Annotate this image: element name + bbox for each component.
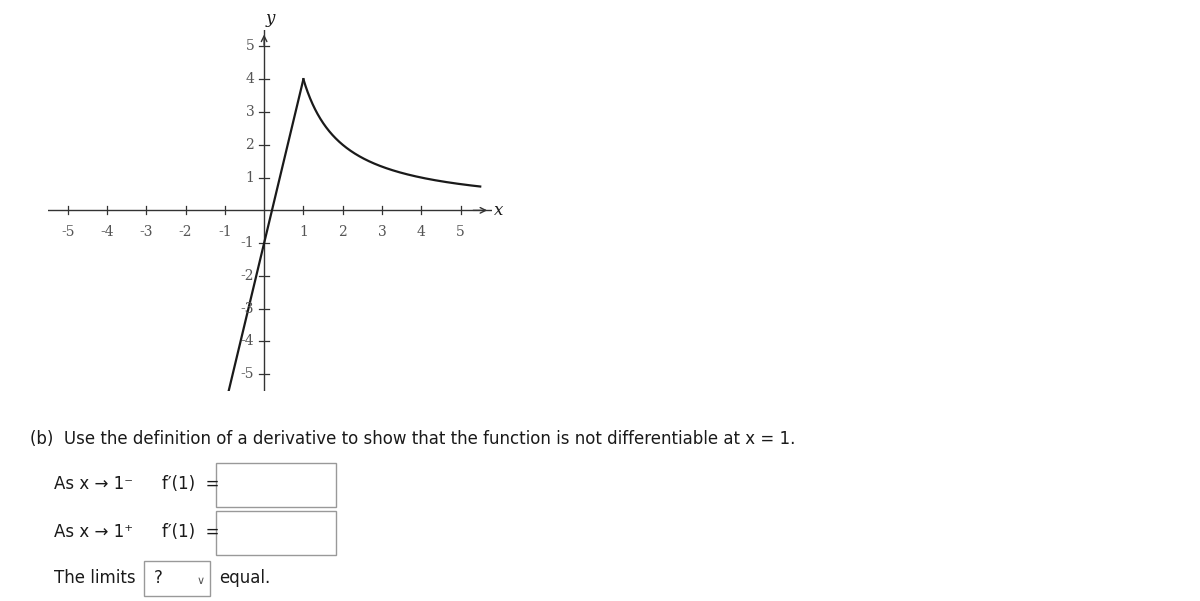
Text: -1: -1 bbox=[241, 236, 254, 250]
Text: ?: ? bbox=[154, 569, 162, 587]
Text: f′(1)  =: f′(1) = bbox=[162, 523, 220, 541]
Text: 2: 2 bbox=[246, 138, 254, 152]
Text: 4: 4 bbox=[416, 225, 426, 239]
Text: 5: 5 bbox=[456, 225, 464, 239]
Text: 1: 1 bbox=[299, 225, 308, 239]
Text: As x → 1⁻: As x → 1⁻ bbox=[54, 475, 133, 493]
Text: -5: -5 bbox=[241, 367, 254, 381]
Text: 5: 5 bbox=[246, 40, 254, 53]
Text: equal.: equal. bbox=[220, 569, 271, 587]
Text: As x → 1⁺: As x → 1⁺ bbox=[54, 523, 133, 541]
Text: -4: -4 bbox=[241, 335, 254, 349]
Text: x: x bbox=[494, 202, 503, 219]
Text: ∨: ∨ bbox=[197, 576, 204, 586]
Text: 2: 2 bbox=[338, 225, 347, 239]
Text: -2: -2 bbox=[241, 269, 254, 283]
Text: -3: -3 bbox=[139, 225, 152, 239]
Text: 1: 1 bbox=[246, 171, 254, 185]
Text: f′(1)  =: f′(1) = bbox=[162, 475, 220, 493]
Text: y: y bbox=[265, 10, 275, 27]
Text: 3: 3 bbox=[246, 105, 254, 119]
Text: 4: 4 bbox=[246, 72, 254, 86]
Text: (b)  Use the definition of a derivative to show that the function is not differe: (b) Use the definition of a derivative t… bbox=[30, 430, 796, 448]
Text: The limits: The limits bbox=[54, 569, 136, 587]
Text: -3: -3 bbox=[241, 302, 254, 316]
Text: 3: 3 bbox=[378, 225, 386, 239]
Text: -2: -2 bbox=[179, 225, 192, 239]
Text: -1: -1 bbox=[218, 225, 232, 239]
Text: -5: -5 bbox=[61, 225, 74, 239]
Text: -4: -4 bbox=[100, 225, 114, 239]
